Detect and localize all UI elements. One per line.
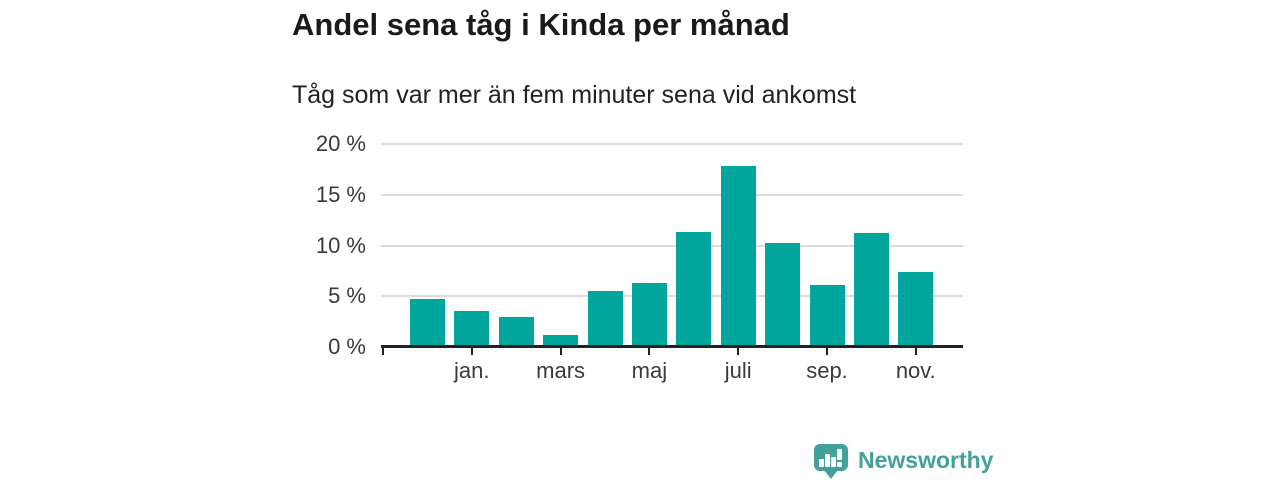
gridline-15: [381, 193, 963, 196]
bar-sep: [809, 285, 845, 347]
bar-juni: [676, 232, 712, 347]
x-axis-tick-6: [914, 348, 917, 355]
x-axis-tick-5: [826, 348, 828, 355]
mini-bar-chart-glyph: [819, 449, 842, 467]
x-axis-label-sep.: sep.: [806, 358, 848, 383]
speech-bubble-tail: [824, 470, 838, 479]
newsworthy-logo-icon: [814, 444, 848, 480]
gridline-20: [381, 143, 963, 145]
bar-okt: [853, 233, 889, 347]
y-axis-label-0: 0 %: [328, 334, 366, 359]
bar-nov: [898, 272, 934, 347]
y-axis-label-15: 15 %: [315, 181, 366, 207]
chart-subtitle: Tåg som var mer än fem minuter sena vid …: [292, 81, 857, 109]
chart-title: Andel sena tåg i Kinda per månad: [292, 7, 790, 42]
x-axis-tick-4: [737, 348, 740, 355]
bar-dec: [409, 299, 445, 347]
x-axis-line: [381, 345, 963, 348]
bar-maj: [631, 283, 667, 347]
x-axis-tick-3: [648, 348, 651, 355]
x-axis-tick-2: [559, 348, 562, 355]
x-axis-tick-0: [382, 348, 384, 355]
x-axis-label-nov.: nov.: [895, 358, 936, 383]
x-axis-label-maj: maj: [631, 358, 668, 383]
y-axis-label-10: 10 %: [315, 232, 366, 258]
bar-jan: [454, 311, 490, 347]
gridline-10: [381, 244, 963, 247]
bar-aug: [765, 243, 801, 347]
gridline-5: [381, 295, 963, 298]
x-axis-label-jan.: jan.: [454, 358, 490, 383]
speech-bubble-shape: [814, 444, 848, 471]
y-axis-label-5: 5 %: [328, 283, 366, 309]
x-axis-label-mars: mars: [536, 358, 586, 383]
newsworthy-logo-text: Newsworthy: [858, 447, 994, 473]
bar-apr: [587, 291, 623, 347]
bar-juli: [720, 166, 756, 347]
y-axis-label-20: 20 %: [315, 131, 366, 156]
bar-feb: [498, 317, 534, 347]
bar-mars: [543, 335, 579, 347]
x-axis-tick-1: [470, 348, 473, 355]
exclamation-glyph: [837, 449, 842, 467]
x-axis-label-juli: juli: [724, 358, 752, 383]
